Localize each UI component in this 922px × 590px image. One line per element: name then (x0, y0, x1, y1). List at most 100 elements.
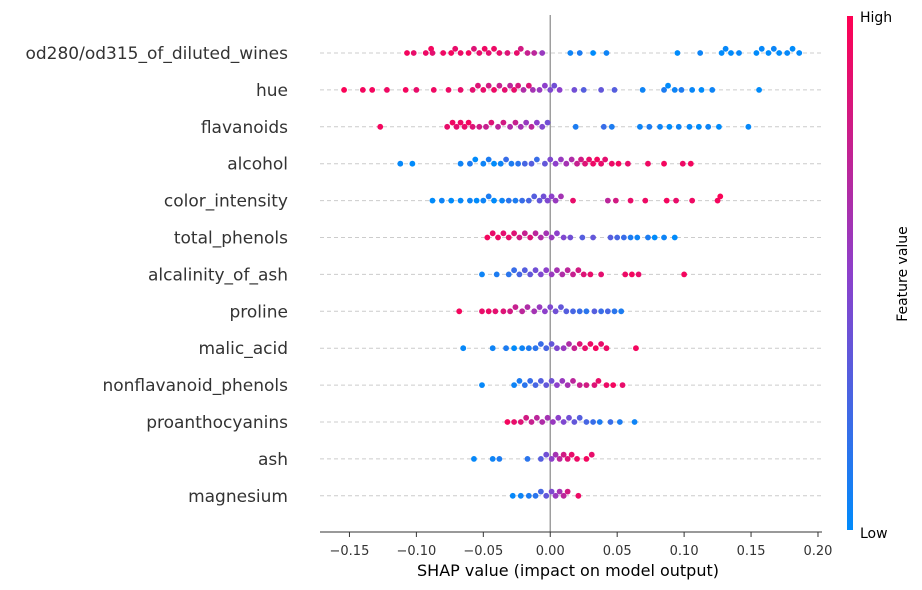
data-point (614, 234, 621, 241)
data-point (523, 119, 530, 126)
data-point (568, 156, 575, 163)
data-point (484, 234, 491, 241)
data-point (541, 82, 548, 89)
data-point (384, 87, 390, 93)
x-tick-label: −0.15 (330, 544, 370, 559)
data-point (445, 87, 452, 93)
data-point (404, 50, 410, 56)
data-point (531, 308, 538, 315)
data-point (629, 271, 635, 278)
data-point (481, 45, 488, 52)
data-point (594, 156, 601, 163)
data-point (616, 419, 623, 425)
feature-label: alcalinity_of_ash (148, 265, 288, 285)
data-point (716, 123, 722, 130)
data-point (511, 345, 518, 352)
data-point (548, 456, 555, 462)
data-point (529, 87, 536, 93)
data-point (607, 234, 614, 241)
data-point (675, 123, 682, 130)
data-point (579, 234, 586, 241)
data-point (456, 308, 463, 315)
data-point (745, 123, 752, 130)
data-point (563, 160, 570, 167)
data-point (473, 197, 480, 204)
data-point (603, 345, 610, 352)
data-point (438, 197, 445, 204)
data-point (448, 50, 455, 56)
data-point (496, 82, 503, 89)
data-point (533, 156, 540, 163)
x-tick-label: 0.15 (737, 544, 766, 559)
data-point (598, 308, 605, 315)
data-point (485, 50, 492, 56)
data-point (651, 234, 658, 241)
data-point (485, 82, 492, 89)
data-point (789, 45, 796, 52)
data-point (402, 87, 409, 93)
data-point (508, 160, 515, 167)
data-point (646, 123, 653, 130)
data-point (689, 87, 696, 93)
data-point (784, 50, 791, 56)
data-point (547, 87, 554, 93)
data-point (369, 87, 376, 93)
data-point (532, 230, 539, 237)
data-point (571, 345, 578, 352)
data-point (531, 193, 538, 200)
data-point (671, 234, 678, 241)
data-point (525, 492, 532, 499)
data-point (583, 308, 590, 315)
data-point (554, 382, 560, 388)
data-point (536, 304, 543, 310)
data-point (524, 304, 531, 310)
data-point (491, 45, 497, 52)
data-point (604, 308, 611, 315)
data-point (461, 123, 468, 130)
data-point (698, 87, 705, 93)
data-point (515, 82, 522, 89)
data-point (770, 45, 777, 52)
data-point (479, 382, 485, 388)
data-point (568, 451, 575, 458)
data-point (666, 123, 673, 130)
data-point (555, 414, 562, 421)
data-point (590, 234, 596, 241)
data-point (548, 271, 555, 278)
data-point (619, 382, 626, 388)
data-point (674, 50, 681, 56)
data-point (543, 267, 550, 274)
data-point (475, 82, 481, 89)
data-point (528, 160, 535, 167)
data-point (532, 267, 539, 274)
data-point (467, 160, 473, 167)
data-point (511, 267, 518, 274)
data-point (639, 87, 646, 93)
data-point (776, 50, 783, 56)
feature-label: od280/od315_of_diluted_wines (25, 44, 288, 64)
data-point (457, 160, 464, 167)
data-point (576, 50, 583, 56)
data-point (505, 197, 512, 204)
data-point (537, 271, 544, 278)
data-point (709, 87, 716, 93)
data-point (397, 160, 404, 167)
data-point (501, 87, 508, 93)
data-point (517, 419, 524, 425)
data-point (697, 50, 704, 56)
data-point (765, 50, 772, 56)
data-point (665, 82, 671, 89)
data-point (544, 414, 551, 421)
data-point (539, 50, 546, 56)
data-point (582, 160, 588, 167)
data-point (496, 456, 503, 462)
data-point (422, 50, 429, 56)
data-point (548, 488, 555, 495)
data-point (566, 414, 572, 421)
data-point (624, 160, 631, 167)
data-point (532, 382, 539, 388)
data-point (453, 123, 460, 130)
data-point (536, 87, 543, 93)
data-point (469, 123, 476, 130)
data-point (559, 378, 566, 384)
